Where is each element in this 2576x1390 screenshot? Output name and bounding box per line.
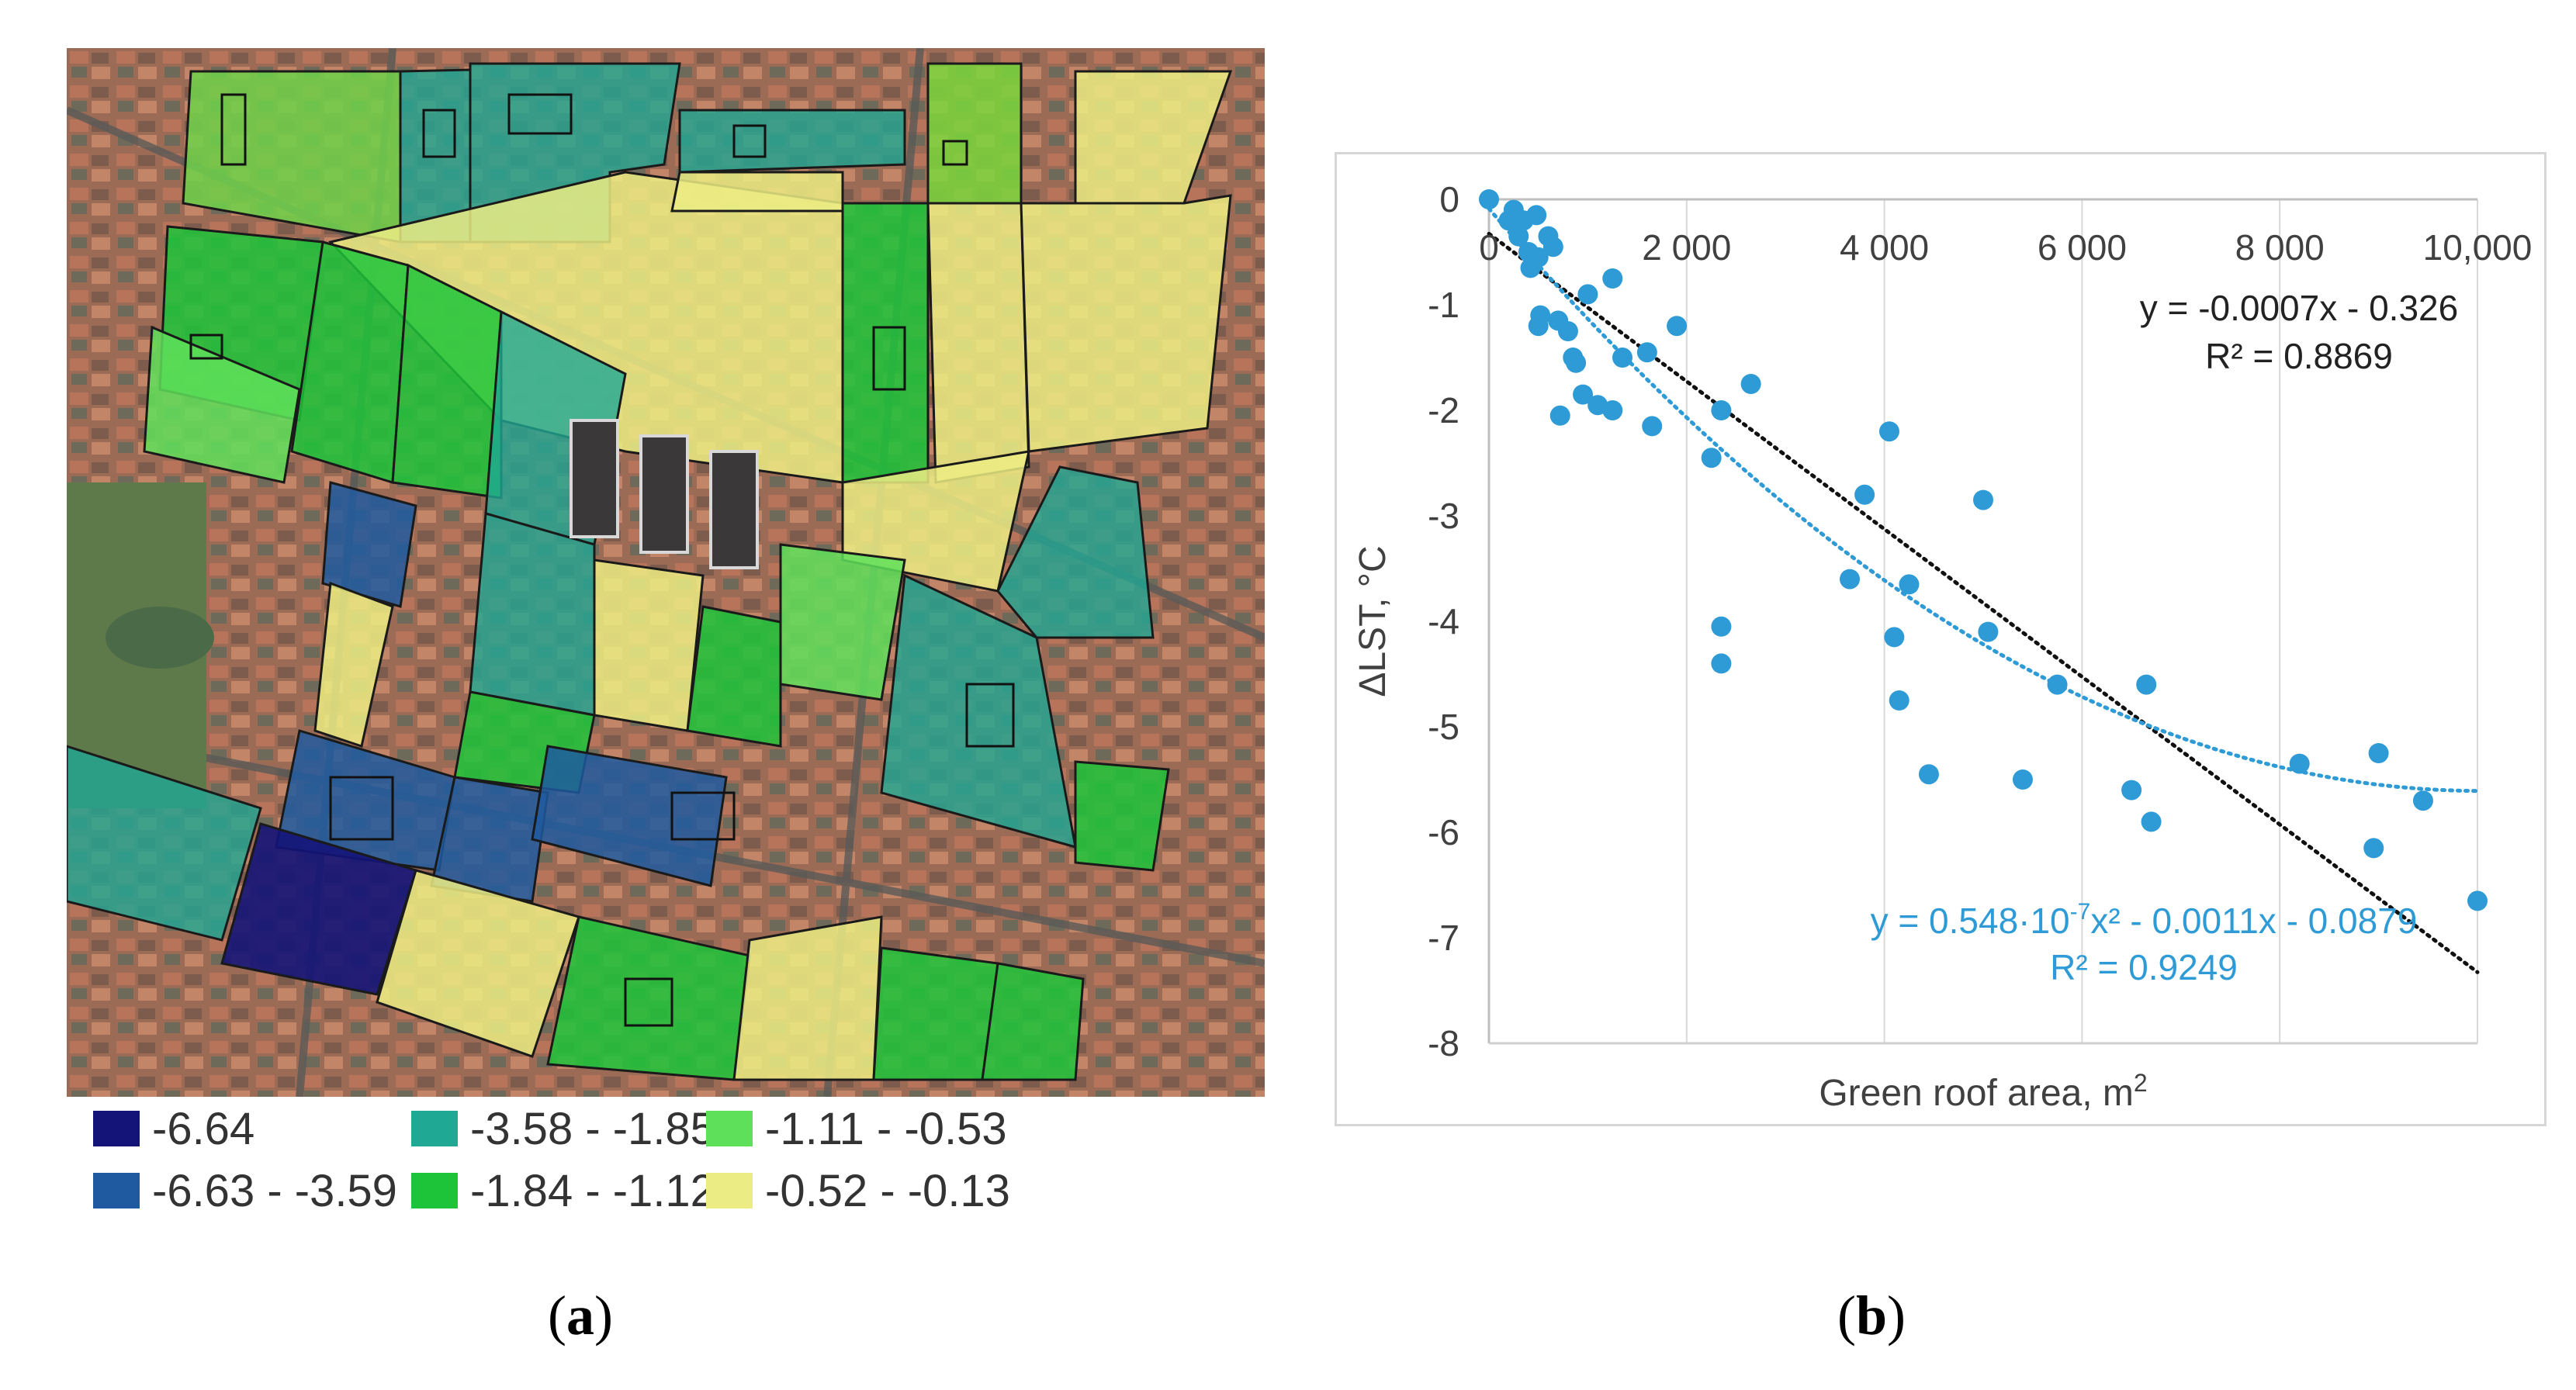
x-tick-label: 2 000 bbox=[1642, 227, 1731, 268]
legend-item: -6.63 - -3.59 bbox=[93, 1164, 397, 1218]
y-tick-label: 0 bbox=[1439, 179, 1459, 220]
data-point bbox=[1884, 627, 1905, 648]
data-point bbox=[1978, 621, 1999, 642]
data-point bbox=[2136, 674, 2157, 695]
data-point bbox=[1566, 352, 1587, 373]
caption-a: (a) bbox=[548, 1285, 613, 1347]
x-tick-label: 10,000 bbox=[2423, 227, 2533, 268]
data-point bbox=[1602, 400, 1623, 420]
data-point bbox=[2047, 674, 2068, 695]
data-point bbox=[1573, 384, 1594, 405]
y-axis-label: ΔLST, °C bbox=[1352, 545, 1394, 697]
data-point bbox=[1711, 616, 1732, 637]
legend-item: -6.64 bbox=[93, 1101, 254, 1156]
data-point bbox=[2141, 811, 2162, 832]
legend-swatch bbox=[93, 1173, 140, 1208]
data-point bbox=[1549, 405, 1570, 426]
data-point bbox=[1508, 226, 1529, 247]
data-point bbox=[2363, 838, 2384, 859]
legend-label: -6.63 - -3.59 bbox=[152, 1165, 397, 1216]
data-point bbox=[1667, 316, 1688, 337]
data-point bbox=[2012, 769, 2033, 790]
map-legend: -6.64 -3.58 - -1.85 -1.11 - -0.53 -6.63 - -… bbox=[93, 1101, 1210, 1233]
quadratic-equation-part2: x² - 0.0011x - 0.0879 bbox=[2090, 901, 2417, 941]
data-point bbox=[1577, 284, 1598, 305]
legend-item: -0.52 - -0.13 bbox=[706, 1164, 1010, 1218]
data-point bbox=[1528, 247, 1549, 268]
legend-swatch bbox=[411, 1173, 458, 1208]
x-tick-label: 8 000 bbox=[2235, 227, 2325, 268]
data-point bbox=[1701, 448, 1722, 469]
data-point bbox=[1528, 316, 1549, 337]
x-tick-label: 0 bbox=[1479, 227, 1499, 268]
legend-swatch bbox=[93, 1111, 140, 1146]
data-point bbox=[1612, 348, 1633, 368]
y-tick-label: -3 bbox=[1428, 496, 1459, 536]
data-point bbox=[2121, 780, 2142, 800]
data-point bbox=[2368, 743, 2389, 763]
legend-label: -6.64 bbox=[152, 1103, 255, 1154]
data-point bbox=[1740, 374, 1761, 394]
x-tick-label: 4 000 bbox=[1840, 227, 1929, 268]
linear-r2: R² = 0.8869 bbox=[2205, 336, 2393, 376]
data-point bbox=[1973, 489, 1993, 510]
legend-label: -0.52 - -0.13 bbox=[765, 1165, 1010, 1216]
y-tick-label: -7 bbox=[1428, 918, 1459, 958]
caption-b: (b) bbox=[1837, 1285, 1906, 1347]
data-point bbox=[1918, 764, 1939, 785]
legend-swatch bbox=[411, 1111, 458, 1146]
data-point bbox=[1602, 268, 1623, 289]
data-point bbox=[1526, 205, 1547, 226]
legend-item: -1.11 - -0.53 bbox=[706, 1101, 1007, 1156]
y-tick-label: -1 bbox=[1428, 285, 1459, 325]
data-point bbox=[1557, 321, 1578, 341]
x-axis-label-superscript: 2 bbox=[2134, 1069, 2148, 1097]
linear-equation: y = -0.0007x - 0.326 bbox=[2140, 288, 2458, 328]
y-tick-label: -5 bbox=[1428, 707, 1459, 747]
data-point bbox=[1899, 574, 1920, 595]
data-point bbox=[2467, 890, 2488, 911]
x-tick-label: 6 000 bbox=[2038, 227, 2127, 268]
map-image bbox=[67, 48, 1265, 1097]
data-point bbox=[1889, 690, 1909, 711]
y-tick-label: -6 bbox=[1428, 812, 1459, 852]
data-point bbox=[1479, 189, 1499, 209]
legend-item: -3.58 - -1.85 bbox=[411, 1101, 715, 1156]
legend-item: -1.84 - -1.12 bbox=[411, 1164, 715, 1218]
data-point bbox=[1542, 237, 1563, 258]
quadratic-r2: R² = 0.9249 bbox=[2050, 947, 2238, 987]
y-tick-label: -8 bbox=[1428, 1023, 1459, 1063]
legend-swatch bbox=[706, 1111, 753, 1146]
scatter-chart-frame: 0 2 000 4 000 6 000 8 000 10,000 0 -1 -2 -3 -4 -5 -6… bbox=[1335, 152, 2547, 1126]
data-point bbox=[2289, 753, 2310, 774]
data-point bbox=[1711, 400, 1732, 420]
scatter-chart: 0 2 000 4 000 6 000 8 000 10,000 0 -1 -2 -3 -4 -5 -6… bbox=[1352, 179, 2533, 1114]
legend-label: -1.11 - -0.53 bbox=[765, 1103, 1007, 1154]
y-tick-label: -4 bbox=[1428, 601, 1459, 641]
legend-label: -1.84 - -1.12 bbox=[470, 1165, 715, 1216]
data-point bbox=[1636, 342, 1657, 363]
quadratic-equation-exponent: -7 bbox=[2070, 899, 2091, 925]
data-point bbox=[2412, 790, 2433, 811]
x-axis-label: Green roof area, m2 bbox=[1819, 1069, 2147, 1114]
data-point bbox=[1840, 569, 1861, 590]
data-point bbox=[1878, 421, 1899, 442]
choropleth-map bbox=[67, 48, 1265, 1097]
legend-swatch bbox=[706, 1173, 753, 1208]
data-point bbox=[1711, 653, 1732, 674]
quadratic-trendline bbox=[1487, 206, 2480, 794]
legend-label: -3.58 - -1.85 bbox=[470, 1103, 715, 1154]
data-point bbox=[1854, 484, 1875, 505]
quadratic-equation: y = 0.548·10-7x² - 0.0011x - 0.0879 bbox=[1871, 899, 2418, 941]
data-point bbox=[1642, 416, 1663, 437]
quadratic-equation-part1: y = 0.548·10 bbox=[1871, 901, 2070, 941]
y-tick-label: -2 bbox=[1428, 390, 1459, 430]
